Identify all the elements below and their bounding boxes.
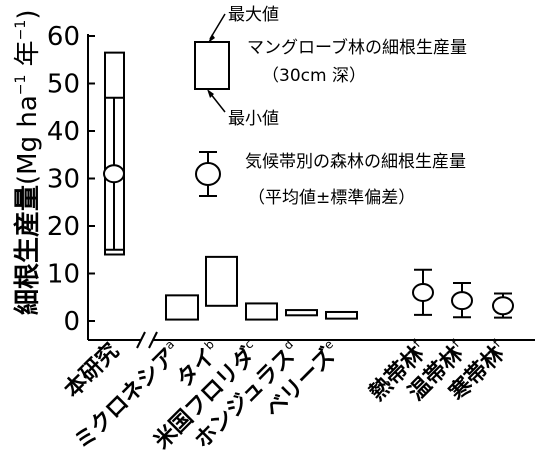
y-tick-label: 10 [47,260,80,290]
mean-marker [451,291,473,311]
legend-max-label: 最大値 [228,5,279,25]
y-tick-label: 30 [47,165,80,195]
legend-arrowhead [207,89,214,98]
legend-box-key [194,41,230,90]
axis-break-mark [136,331,146,349]
y-axis-title: 細根生産量(Mg ha−1 年−1) [12,10,43,315]
range-box [285,309,318,317]
axis-break-mark [148,331,158,349]
legend-box-title: マングローブ林の細根生産量 [247,37,467,58]
legend-mean-marker [195,162,221,186]
y-tick-label: 0 [63,307,80,337]
mean-marker [412,283,434,302]
legend-pointer [209,92,226,113]
legend-min-label: 最小値 [228,109,279,129]
legend-mean-subtitle: （平均値±標準偏差） [248,188,415,208]
chart-marks [103,51,514,321]
y-tick-label: 20 [47,212,80,242]
legend-box-subtitle: （30cm 深） [262,66,366,86]
range-box [165,294,199,321]
y-tick-label: 50 [47,70,80,100]
y-tick-label: 40 [47,117,80,147]
range-box [325,310,358,320]
legend-mean-title: 気候帯別の森林の細根生産量 [245,152,466,172]
range-box [245,302,278,321]
y-tick-label: 60 [47,22,80,52]
range-box [205,255,238,307]
range-box [104,51,125,256]
mean-marker [492,296,514,316]
legend-arrowhead [208,34,215,43]
mean-marker [103,164,125,184]
